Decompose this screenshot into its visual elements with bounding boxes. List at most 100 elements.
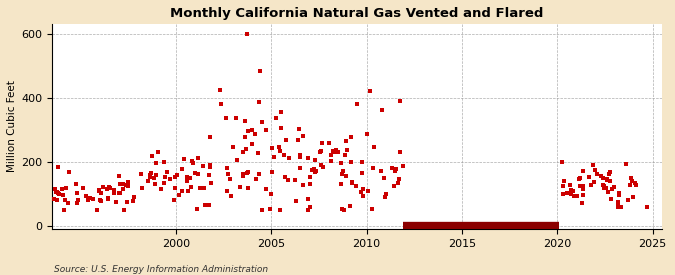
Point: [105, 185, 115, 190]
Point: [53, 165, 63, 169]
Point: [186, 159, 197, 163]
Point: [357, 194, 368, 199]
Point: [358, 186, 369, 191]
Point: [254, 172, 265, 177]
Point: [588, 163, 599, 167]
Point: [108, 191, 119, 196]
Point: [318, 165, 329, 169]
Point: [337, 172, 348, 176]
Point: [394, 98, 405, 103]
Point: [267, 170, 277, 175]
Point: [302, 197, 313, 201]
Point: [557, 160, 568, 164]
Point: [50, 186, 61, 191]
Point: [325, 152, 336, 157]
Point: [63, 170, 74, 174]
Point: [265, 191, 276, 196]
Point: [169, 198, 180, 202]
Point: [253, 150, 264, 155]
Point: [204, 173, 215, 177]
Point: [590, 167, 601, 172]
Point: [609, 185, 620, 189]
Point: [238, 171, 249, 176]
Point: [193, 156, 204, 160]
Point: [626, 178, 637, 183]
Point: [267, 145, 277, 150]
Point: [308, 167, 319, 172]
Point: [605, 179, 616, 183]
Point: [63, 201, 74, 205]
Point: [256, 120, 267, 125]
Point: [340, 174, 351, 178]
Point: [294, 155, 305, 159]
Point: [628, 195, 639, 200]
Point: [375, 169, 386, 174]
Point: [178, 157, 189, 161]
Point: [52, 198, 63, 202]
Point: [144, 173, 155, 178]
Point: [80, 193, 91, 198]
Point: [281, 138, 292, 142]
Point: [242, 171, 252, 175]
Point: [607, 186, 618, 191]
Point: [58, 192, 69, 197]
Point: [294, 166, 305, 170]
Point: [572, 194, 583, 198]
Point: [224, 177, 235, 181]
Point: [261, 127, 271, 132]
Point: [118, 208, 129, 212]
Point: [158, 181, 169, 185]
Point: [183, 189, 194, 194]
Point: [379, 176, 390, 180]
Point: [333, 150, 344, 154]
Point: [282, 178, 293, 183]
Point: [177, 167, 188, 171]
Point: [380, 195, 391, 200]
Point: [336, 160, 347, 165]
Point: [101, 187, 112, 192]
Point: [85, 196, 96, 200]
Point: [324, 140, 335, 145]
Point: [162, 169, 173, 174]
Point: [595, 174, 606, 178]
Point: [613, 204, 624, 209]
Point: [115, 182, 126, 186]
Point: [601, 177, 612, 182]
Point: [129, 195, 140, 199]
Point: [198, 164, 209, 168]
Point: [381, 192, 392, 197]
Point: [331, 148, 342, 152]
Point: [377, 108, 387, 113]
Point: [135, 172, 146, 177]
Point: [368, 144, 379, 149]
Point: [57, 187, 68, 192]
Point: [294, 127, 304, 131]
Point: [279, 153, 290, 157]
Point: [150, 182, 161, 186]
Point: [123, 184, 134, 189]
Point: [362, 132, 373, 136]
Point: [598, 184, 609, 188]
Point: [96, 191, 107, 195]
Point: [205, 135, 215, 139]
Point: [113, 174, 124, 178]
Point: [276, 125, 287, 130]
Point: [292, 138, 303, 142]
Point: [583, 175, 594, 180]
Point: [118, 187, 129, 191]
Point: [316, 163, 327, 167]
Point: [345, 160, 356, 164]
Point: [591, 171, 602, 176]
Point: [298, 183, 308, 187]
Point: [578, 184, 589, 188]
Point: [310, 169, 321, 173]
Point: [240, 119, 250, 123]
Point: [339, 153, 350, 157]
Point: [117, 182, 128, 186]
Point: [598, 176, 609, 180]
Point: [290, 177, 300, 182]
Point: [190, 171, 200, 175]
Point: [315, 150, 325, 154]
Point: [114, 191, 125, 195]
Point: [616, 204, 626, 209]
